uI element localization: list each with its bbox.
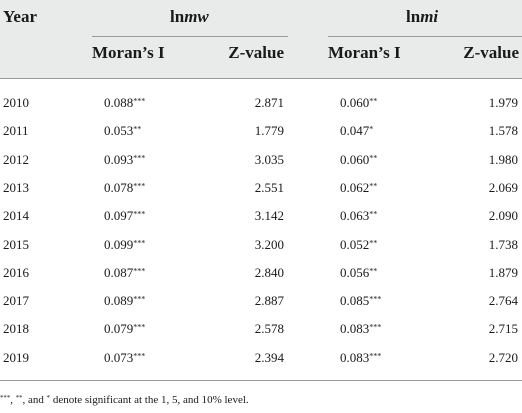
lnmw-morans-i-cell: 0.087***: [104, 265, 146, 280]
lnmw-morans-i-cell: 0.088***: [104, 95, 146, 110]
lnmw-morans-i-cell: 0.089***: [104, 293, 146, 308]
year-cell: 2017: [3, 293, 29, 308]
year-cell: 2016: [3, 265, 29, 280]
lnmi-morans-i-cell: 0.047*: [340, 123, 374, 138]
lnmi-morans-i-cell: 0.063**: [340, 208, 378, 223]
lnmi-z-value-cell: 2.764: [488, 293, 518, 308]
lnmw-morans-i-cell: 0.097***: [104, 208, 146, 223]
lnmi-z-value-cell: 2.090: [488, 208, 518, 223]
lnmw-morans-i-cell: 0.093***: [104, 152, 146, 167]
lnmi-z-value-cell: 1.738: [488, 237, 518, 252]
year-cell: 2018: [3, 321, 29, 336]
lnmi-header: lnmi: [406, 7, 439, 26]
lnmi-morans-i-cell: 0.085***: [340, 293, 382, 308]
mi-z-value-header: Z-value: [463, 43, 519, 62]
footnote: ***, **, and * denote significant at the…: [0, 394, 249, 406]
lnmi-morans-i-cell: 0.062**: [340, 180, 378, 195]
lnmw-z-value-cell: 2.840: [254, 265, 284, 280]
year-cell: 2013: [3, 180, 29, 195]
mw-z-value-header: Z-value: [228, 43, 284, 62]
lnmi-morans-i-cell: 0.056**: [340, 265, 378, 280]
lnmw-z-value-cell: 3.142: [254, 208, 284, 223]
year-cell: 2011: [3, 123, 29, 138]
table-bottom-rule: [0, 380, 522, 381]
year-cell: 2015: [3, 237, 29, 252]
mi-morans-i-header: Moran’s I: [328, 43, 401, 62]
lnmi-z-value-cell: 1.979: [488, 95, 518, 110]
lnmi-underline: [328, 36, 522, 37]
lnmi-morans-i-cell: 0.060**: [340, 152, 378, 167]
lnmw-morans-i-cell: 0.099***: [104, 237, 146, 252]
header-bottom-rule: [0, 78, 522, 79]
lnmw-z-value-cell: 3.035: [254, 152, 284, 167]
lnmw-header: lnmw: [170, 7, 209, 26]
lnmw-z-value-cell: 2.394: [254, 350, 284, 365]
lnmw-z-value-cell: 2.871: [254, 95, 284, 110]
lnmw-morans-i-cell: 0.053**: [104, 123, 142, 138]
lnmi-z-value-cell: 2.715: [488, 321, 518, 336]
header-row-sub: [0, 36, 522, 78]
lnmi-z-value-cell: 1.879: [488, 265, 518, 280]
lnmi-z-value-cell: 1.578: [488, 123, 518, 138]
lnmi-morans-i-cell: 0.052**: [340, 237, 378, 252]
lnmw-z-value-cell: 2.887: [254, 293, 284, 308]
lnmw-z-value-cell: 1.779: [254, 123, 284, 138]
lnmi-z-value-cell: 2.720: [488, 350, 518, 365]
lnmi-morans-i-cell: 0.083***: [340, 321, 382, 336]
lnmi-z-value-cell: 1.980: [488, 152, 518, 167]
lnmw-z-value-cell: 2.551: [254, 180, 284, 195]
lnmw-morans-i-cell: 0.073***: [104, 350, 146, 365]
lnmw-morans-i-cell: 0.078***: [104, 180, 146, 195]
lnmw-morans-i-cell: 0.079***: [104, 321, 146, 336]
lnmw-underline: [92, 36, 288, 37]
lnmi-morans-i-cell: 0.060**: [340, 95, 378, 110]
lnmi-morans-i-cell: 0.083***: [340, 350, 382, 365]
year-cell: 2019: [3, 350, 29, 365]
year-header: Year: [3, 7, 37, 26]
year-cell: 2014: [3, 208, 29, 223]
lnmi-z-value-cell: 2.069: [488, 180, 518, 195]
year-cell: 2012: [3, 152, 29, 167]
mw-morans-i-header: Moran’s I: [92, 43, 165, 62]
lnmw-z-value-cell: 3.200: [254, 237, 284, 252]
lnmw-z-value-cell: 2.578: [254, 321, 284, 336]
year-cell: 2010: [3, 95, 29, 110]
header-row-top: [0, 0, 522, 36]
